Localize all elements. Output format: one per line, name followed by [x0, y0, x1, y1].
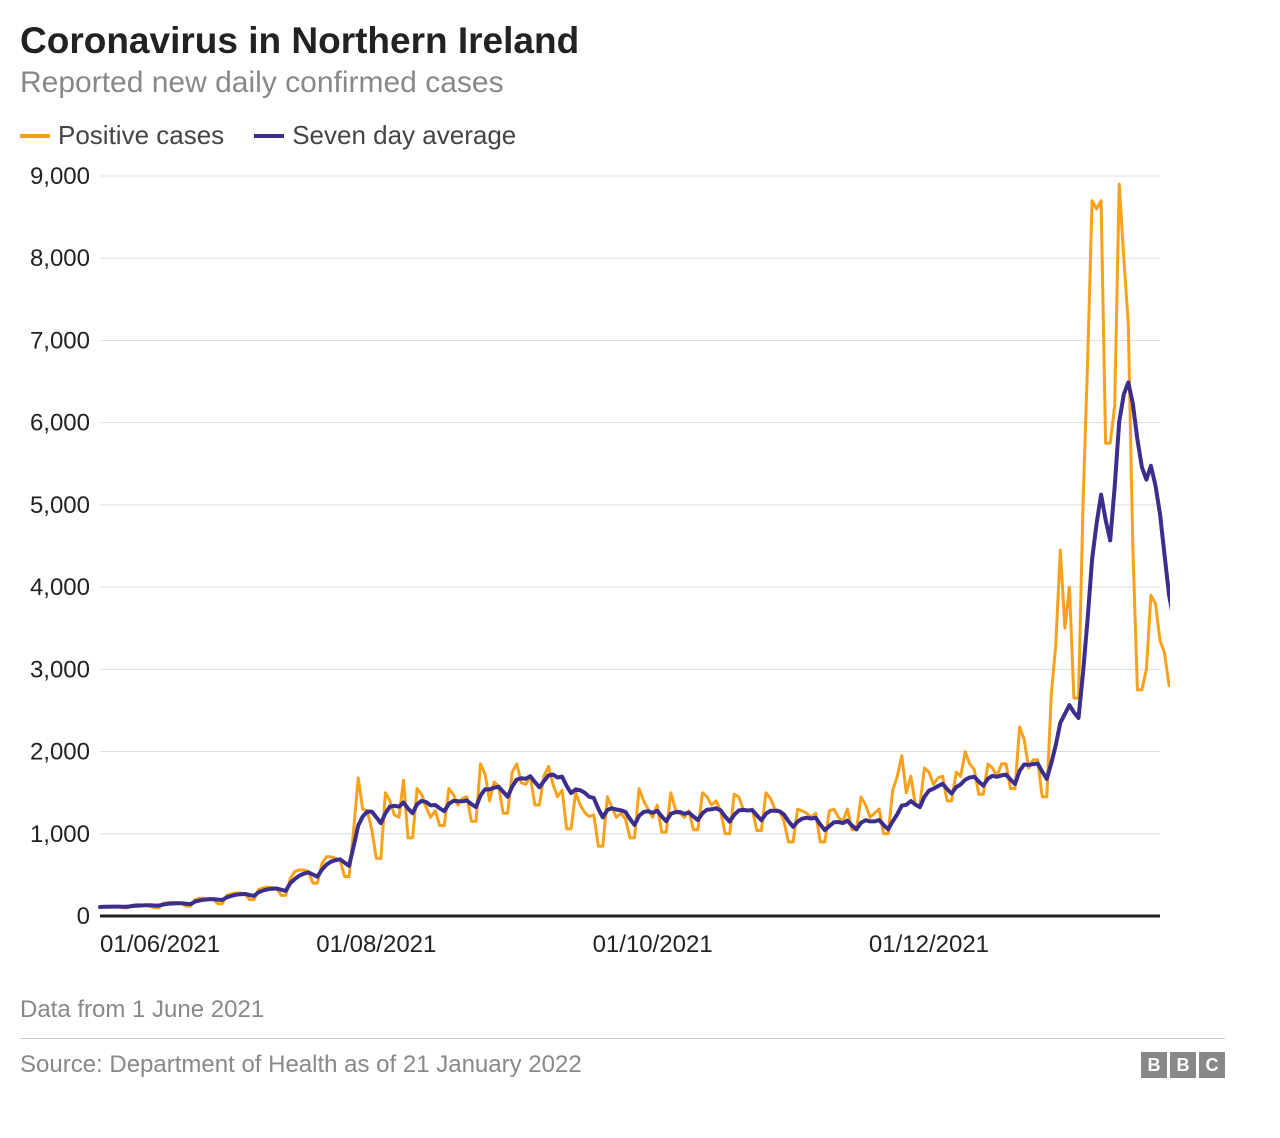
legend-item-positive: Positive cases	[20, 120, 224, 151]
chart-footnote: Data from 1 June 2021	[20, 996, 1225, 1024]
legend-swatch-positive	[20, 134, 50, 138]
legend-item-average: Seven day average	[254, 120, 516, 151]
chart-subtitle: Reported new daily confirmed cases	[20, 66, 1225, 100]
svg-text:2,000: 2,000	[30, 739, 90, 766]
legend-label-positive: Positive cases	[58, 120, 224, 151]
legend-label-average: Seven day average	[292, 120, 516, 151]
bbc-logo-c: C	[1199, 1052, 1225, 1078]
svg-text:7,000: 7,000	[30, 327, 90, 354]
svg-text:6,000: 6,000	[30, 410, 90, 437]
chart-svg: 0 1,000 2,000 3,000 4,000 5,000 6,000 7,000 8,00…	[20, 166, 1170, 976]
svg-text:3,000: 3,000	[30, 656, 90, 683]
bbc-logo-b2: B	[1170, 1052, 1196, 1078]
svg-text:5,000: 5,000	[30, 492, 90, 519]
legend-swatch-average	[254, 134, 284, 138]
svg-text:01/12/2021: 01/12/2021	[869, 931, 989, 958]
legend: Positive cases Seven day average	[20, 120, 1225, 151]
source-row: Source: Department of Health as of 21 Ja…	[20, 1038, 1225, 1079]
svg-text:01/10/2021: 01/10/2021	[593, 931, 713, 958]
svg-text:4,000: 4,000	[30, 574, 90, 601]
bbc-logo-b1: B	[1141, 1052, 1167, 1078]
chart-plot-area: 0 1,000 2,000 3,000 4,000 5,000 6,000 7,000 8,00…	[20, 166, 1170, 976]
chart-title: Coronavirus in Northern Ireland	[20, 20, 1225, 62]
svg-text:0: 0	[77, 903, 90, 930]
svg-text:8,000: 8,000	[30, 245, 90, 272]
svg-text:01/08/2021: 01/08/2021	[316, 931, 436, 958]
source-text: Source: Department of Health as of 21 Ja…	[20, 1051, 582, 1079]
svg-text:1,000: 1,000	[30, 821, 90, 848]
svg-text:9,000: 9,000	[30, 166, 90, 190]
bbc-logo: B B C	[1141, 1052, 1225, 1078]
svg-text:01/06/2021: 01/06/2021	[100, 931, 220, 958]
